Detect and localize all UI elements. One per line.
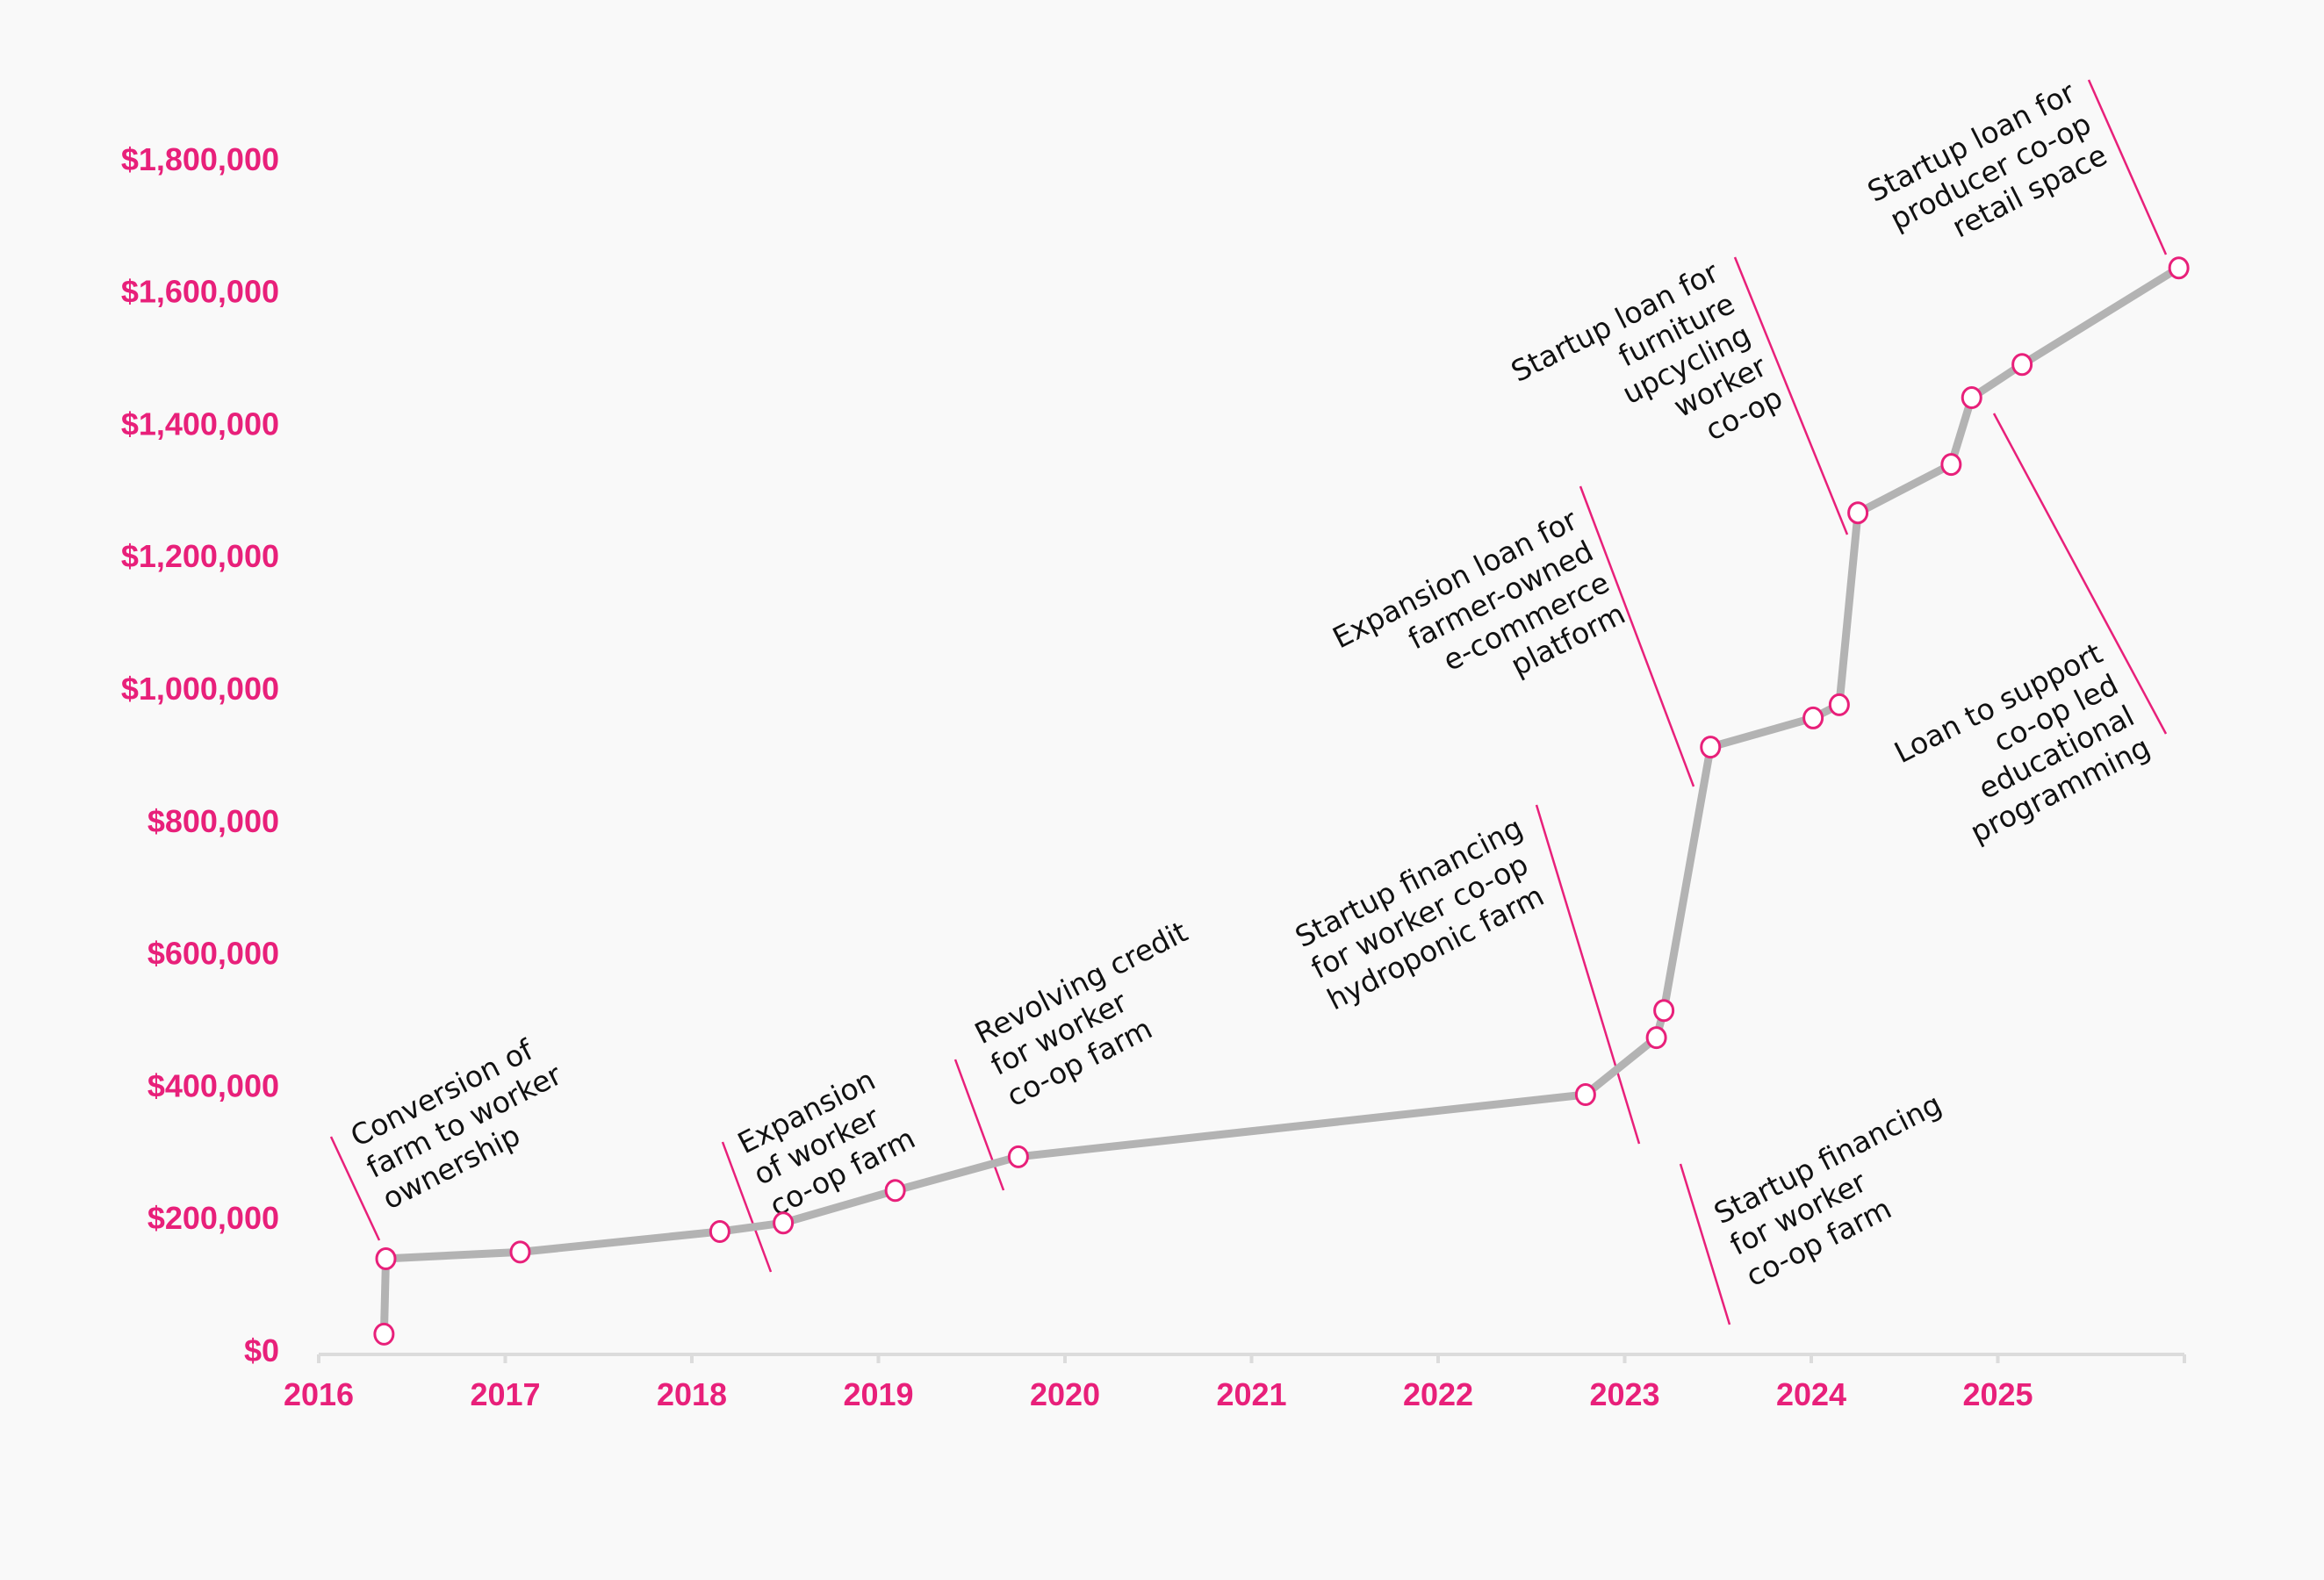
x-tick-label: 2023 <box>1589 1376 1659 1412</box>
data-series <box>373 256 2190 1346</box>
data-point-marker[interactable] <box>709 1220 730 1244</box>
series-line <box>379 263 2184 1339</box>
data-point-marker[interactable] <box>884 1179 906 1203</box>
data-point-marker[interactable] <box>773 1211 795 1235</box>
y-tick-label: $1,600,000 <box>121 274 279 310</box>
x-tick-label: 2019 <box>843 1376 913 1412</box>
y-tick-label: $1,000,000 <box>121 671 279 707</box>
data-point-marker[interactable] <box>1940 453 1962 477</box>
y-tick-label: $1,400,000 <box>121 406 279 442</box>
y-tick-label: $1,200,000 <box>121 538 279 574</box>
data-point-marker[interactable] <box>2011 353 2033 377</box>
data-point-marker[interactable] <box>373 1322 395 1346</box>
y-tick-label: $1,800,000 <box>121 141 279 177</box>
annotation-leader-lines <box>329 79 2168 1325</box>
x-tick-label: 2024 <box>1776 1376 1846 1412</box>
annotation-leader-line <box>721 1141 773 1273</box>
annotation-leader-line <box>329 1136 381 1241</box>
x-tick-label: 2022 <box>1403 1376 1473 1412</box>
data-point-marker[interactable] <box>1645 1026 1667 1050</box>
data-point-marker[interactable] <box>1802 706 1824 729</box>
annotation-leader-line <box>2087 79 2168 255</box>
data-point-marker[interactable] <box>1700 736 1722 759</box>
data-point-marker[interactable] <box>1574 1082 1596 1106</box>
y-tick-label: $400,000 <box>147 1067 279 1103</box>
x-tick-label: 2025 <box>1962 1376 2033 1412</box>
data-point-marker[interactable] <box>1847 501 1869 525</box>
annotation-leader-line <box>953 1059 1005 1191</box>
data-point-marker[interactable] <box>1007 1145 1029 1168</box>
data-point-marker[interactable] <box>375 1246 397 1270</box>
y-tick-label: $200,000 <box>147 1200 279 1236</box>
x-axis: 2016 2017 2018 2019 2020 2021 2022 2023 2024 2025 <box>284 1353 2186 1412</box>
x-tick-label: 2016 <box>284 1376 354 1412</box>
annotation-leader-line <box>1679 1163 1731 1325</box>
data-point-marker[interactable] <box>1828 693 1850 716</box>
annotation-leader-line <box>1733 256 1849 535</box>
annotation-leader-line <box>1992 413 2168 735</box>
y-axis-labels: $0 $200,000 $400,000 $600,000 $800,000 $1,000… <box>121 141 279 1368</box>
data-point-marker[interactable] <box>1653 999 1675 1023</box>
annotation-leader-line <box>1579 485 1695 787</box>
y-tick-label: $0 <box>244 1332 279 1368</box>
y-tick-label: $600,000 <box>147 936 279 972</box>
annotation-leader-line <box>1535 804 1641 1145</box>
data-point-marker[interactable] <box>2168 256 2190 280</box>
x-tick-label: 2018 <box>657 1376 727 1412</box>
data-point-marker[interactable] <box>509 1240 531 1264</box>
x-tick-label: 2021 <box>1216 1376 1286 1412</box>
data-point-marker[interactable] <box>1961 385 1982 409</box>
y-tick-label: $800,000 <box>147 803 279 839</box>
x-tick-label: 2017 <box>470 1376 540 1412</box>
x-tick-label: 2020 <box>1030 1376 1100 1412</box>
